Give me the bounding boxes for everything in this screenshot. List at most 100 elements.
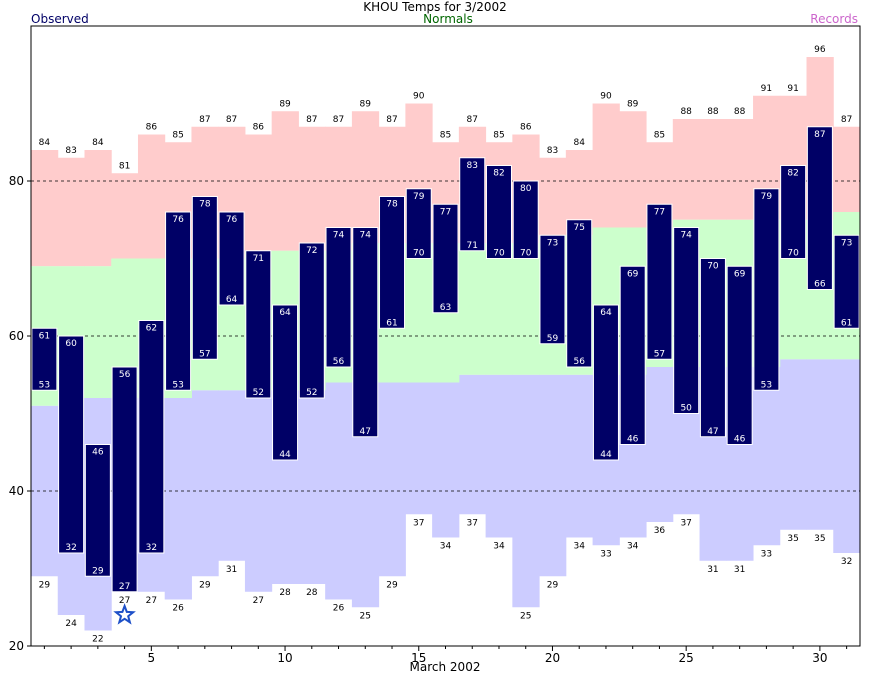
record-low-label: 25: [360, 611, 371, 621]
observed-high-label: 71: [253, 254, 264, 264]
observed-high-label: 79: [761, 192, 773, 202]
observed-bar: [432, 203, 459, 314]
record-low-label: 27: [146, 596, 157, 606]
record-high-band: [699, 119, 727, 220]
observed-high-label: 77: [654, 207, 665, 217]
observed-bar: [619, 265, 646, 445]
observed-bar: [138, 320, 165, 554]
observed-bar: [646, 203, 673, 360]
observed-high-label: 73: [547, 238, 558, 248]
record-low-label: 29: [547, 580, 559, 590]
observed-high-label: 64: [279, 308, 291, 318]
record-high-label: 91: [787, 84, 798, 94]
record-high-label: 84: [92, 138, 104, 148]
record-low-label: 34: [573, 542, 585, 552]
record-low-label: 31: [734, 565, 745, 575]
legend-normals: Normals: [423, 12, 473, 26]
record-low-star-marker: [113, 603, 136, 625]
observed-low-label: 71: [467, 241, 478, 251]
y-tick-label: 20: [9, 639, 24, 653]
record-low-label: 37: [467, 518, 478, 528]
record-low-label: 27: [119, 596, 130, 606]
x-tick-label: 15: [411, 651, 426, 665]
record-high-band: [244, 134, 273, 251]
chart-title: KHOU Temps for 3/2002: [363, 0, 507, 14]
observed-high-label: 74: [333, 231, 345, 241]
observed-low-label: 46: [734, 435, 746, 445]
observed-bar: [592, 304, 619, 461]
observed-high-label: 46: [92, 448, 104, 458]
observed-bar: [673, 227, 700, 414]
record-low-label: 32: [841, 557, 852, 567]
record-high-label: 88: [680, 107, 692, 117]
record-high-label: 87: [199, 115, 210, 125]
observed-low-label: 64: [226, 295, 238, 305]
y-tick-label: 80: [9, 174, 24, 188]
record-high-label: 83: [547, 146, 558, 156]
record-low-label: 24: [65, 619, 77, 629]
record-low-label: 31: [226, 565, 237, 575]
observed-bar: [165, 211, 192, 391]
record-low-band: [218, 390, 246, 561]
record-low-label: 35: [814, 534, 825, 544]
record-low-band: [405, 382, 433, 515]
observed-high-label: 72: [306, 246, 317, 256]
record-high-label: 84: [573, 138, 585, 148]
observed-low-label: 53: [761, 380, 772, 390]
record-high-label: 86: [253, 123, 265, 133]
record-low-band: [191, 390, 219, 577]
observed-low-label: 70: [493, 249, 505, 259]
record-high-band: [298, 126, 326, 251]
observed-bar: [512, 180, 539, 259]
observed-bar: [699, 258, 726, 438]
observed-bar: [485, 165, 512, 259]
observed-low-label: 44: [279, 450, 291, 460]
observed-bar: [111, 366, 138, 593]
legend-records: Records: [810, 12, 858, 26]
observed-high-label: 73: [841, 238, 852, 248]
observed-high-label: 61: [39, 331, 50, 341]
record-low-label: 22: [92, 635, 103, 645]
record-low-label: 37: [413, 518, 424, 528]
record-low-label: 28: [279, 588, 291, 598]
record-low-label: 33: [761, 549, 772, 559]
normal-band: [512, 243, 540, 375]
record-low-band: [779, 359, 808, 530]
observed-high-label: 79: [413, 192, 425, 202]
observed-high-label: 74: [360, 231, 372, 241]
record-high-label: 89: [627, 99, 639, 109]
observed-bar: [806, 126, 833, 290]
observed-low-label: 61: [386, 318, 397, 328]
observed-low-label: 53: [172, 380, 183, 390]
observed-bar: [298, 242, 325, 399]
observed-high-label: 69: [734, 269, 746, 279]
normal-band: [458, 243, 487, 375]
record-high-band: [137, 134, 166, 259]
observed-low-label: 70: [520, 249, 532, 259]
observed-low-label: 59: [547, 334, 559, 344]
record-high-label: 96: [814, 45, 826, 55]
record-low-label: 29: [39, 580, 51, 590]
record-high-label: 87: [306, 115, 317, 125]
record-high-label: 89: [360, 99, 372, 109]
observed-bar: [191, 196, 218, 360]
record-high-label: 87: [333, 115, 344, 125]
observed-low-label: 32: [146, 543, 157, 553]
record-low-band: [298, 390, 326, 584]
observed-low-label: 47: [707, 427, 718, 437]
observed-bar: [405, 188, 432, 259]
record-high-label: 88: [734, 107, 746, 117]
record-high-band: [57, 157, 85, 267]
observed-bar: [459, 157, 486, 252]
record-high-band: [111, 173, 139, 259]
observed-low-label: 70: [413, 249, 425, 259]
record-low-band: [753, 367, 781, 546]
observed-bar: [84, 444, 111, 577]
observed-high-label: 82: [493, 169, 504, 179]
record-low-label: 29: [386, 580, 398, 590]
observed-low-label: 52: [253, 388, 264, 398]
record-high-label: 81: [119, 161, 130, 171]
record-low-label: 33: [600, 549, 611, 559]
axes-layer: 20 40 60 80 5 10 15 20 25 30: [9, 25, 861, 665]
record-low-label: 29: [199, 580, 211, 590]
